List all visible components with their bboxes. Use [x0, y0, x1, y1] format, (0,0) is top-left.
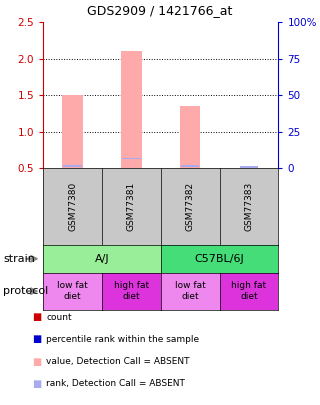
Text: GSM77380: GSM77380: [68, 182, 77, 231]
Text: ■: ■: [32, 379, 41, 389]
Text: high fat
diet: high fat diet: [231, 281, 267, 301]
Text: protocol: protocol: [3, 286, 48, 296]
Bar: [63, 165, 82, 166]
Text: C57BL/6J: C57BL/6J: [195, 254, 244, 264]
Text: high fat
diet: high fat diet: [114, 281, 149, 301]
Text: low fat
diet: low fat diet: [57, 281, 88, 301]
Text: value, Detection Call = ABSENT: value, Detection Call = ABSENT: [46, 357, 190, 366]
Text: rank, Detection Call = ABSENT: rank, Detection Call = ABSENT: [46, 379, 185, 388]
Bar: [122, 158, 141, 159]
Text: A/J: A/J: [95, 254, 109, 264]
Bar: [62, 95, 83, 168]
Bar: [240, 166, 258, 168]
Text: count: count: [46, 313, 72, 322]
Bar: [181, 165, 199, 166]
Text: low fat
diet: low fat diet: [175, 281, 205, 301]
Text: ■: ■: [32, 312, 41, 322]
Text: strain: strain: [3, 254, 35, 264]
Text: ■: ■: [32, 335, 41, 344]
Text: ■: ■: [32, 357, 41, 367]
Bar: [121, 51, 142, 168]
Text: GSM77381: GSM77381: [127, 182, 136, 231]
Text: percentile rank within the sample: percentile rank within the sample: [46, 335, 200, 344]
Text: GSM77383: GSM77383: [244, 182, 253, 231]
Bar: [180, 106, 201, 168]
Text: GSM77382: GSM77382: [186, 182, 195, 231]
Text: GDS2909 / 1421766_at: GDS2909 / 1421766_at: [87, 4, 233, 17]
